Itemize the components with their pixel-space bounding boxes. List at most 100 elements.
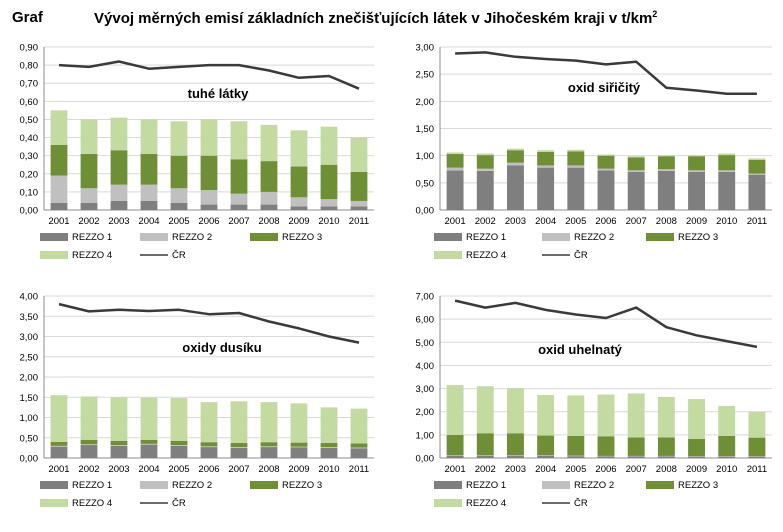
bar-segment: [627, 393, 645, 438]
bar-segment: [718, 171, 736, 210]
legend-swatch: [434, 499, 462, 507]
x-tick-label: 2002: [475, 464, 496, 475]
bar-segment: [230, 159, 248, 194]
bar-segment: [748, 174, 766, 210]
bar-segment: [320, 199, 338, 207]
legend-swatch: [542, 233, 570, 241]
y-tick-label: 3,00: [20, 332, 39, 343]
y-tick-label: 2,00: [416, 97, 435, 108]
bar-segment: [597, 168, 615, 171]
x-tick-label: 2007: [228, 464, 249, 475]
bar-segment: [290, 403, 308, 443]
bar-segment: [748, 160, 766, 174]
bar-segment: [476, 155, 494, 169]
bar-segment: [260, 442, 278, 447]
bar-segment: [140, 200, 158, 210]
x-tick-label: 2007: [626, 464, 647, 475]
x-tick-label: 2005: [565, 216, 586, 227]
bar-segment: [567, 436, 585, 456]
bar-segment: [567, 167, 585, 210]
x-tick-label: 2006: [595, 216, 616, 227]
chart-tuhe-latky: 0,00 0,10 0,20 0,30 0,40 0,50 0,60 0,70 0,80 0,90…: [20, 43, 374, 261]
bar-segment: [507, 388, 524, 434]
x-tick-label: 2005: [168, 216, 189, 227]
x-tick-label: 2007: [626, 216, 647, 227]
y-tick-label: 3,50: [20, 312, 39, 323]
x-tick-label: 2009: [686, 216, 707, 227]
bar-segment: [320, 443, 338, 448]
y-tick-label: 0,50: [20, 433, 39, 444]
x-tick-label: 2004: [535, 216, 556, 227]
bar-segment: [537, 435, 555, 456]
bar-segment: [350, 447, 368, 449]
series-line-cr: [455, 51, 757, 95]
bar-segment: [50, 395, 68, 442]
x-tick-label: 2005: [565, 464, 586, 475]
bar-segment: [446, 385, 464, 435]
bar-segment: [260, 402, 278, 443]
x-tick-label: 2003: [505, 464, 526, 475]
bar-segment: [476, 386, 494, 434]
y-tick-label: 0,00: [416, 206, 435, 217]
bar-segment: [140, 397, 158, 440]
bar-segment: [718, 456, 736, 458]
bar-segment: [597, 394, 615, 437]
x-tick-label: 2002: [78, 464, 99, 475]
bar-segment: [567, 165, 585, 168]
bar-segment: [50, 202, 68, 210]
bar-segment: [110, 397, 128, 441]
main-title: Vývoj měrných emisí základních znečišťuj…: [94, 9, 657, 27]
bar-segment: [170, 445, 188, 446]
y-tick-label: 1,00: [20, 413, 39, 424]
bar-segment: [260, 191, 278, 205]
x-tick-label: 2005: [168, 464, 189, 475]
legend-swatch: [40, 481, 68, 489]
bar-segment: [657, 170, 675, 210]
y-tick-label: 2,50: [416, 70, 435, 81]
legend-label: ČR: [574, 498, 588, 509]
bar-segment: [507, 165, 524, 210]
bar-segment: [446, 170, 464, 210]
y-tick-label: 0,00: [20, 454, 39, 465]
series-line-cr: [58, 302, 360, 344]
legend-swatch: [40, 233, 68, 241]
y-tick-label: 0,00: [416, 454, 435, 465]
bar-segment: [537, 455, 555, 458]
legend-swatch: [434, 233, 462, 241]
legend-swatch: [40, 499, 68, 507]
x-tick-label: 2008: [258, 216, 279, 227]
y-tick-label: 4,00: [20, 292, 39, 303]
bar-segment: [657, 155, 675, 157]
bar-segment: [230, 204, 248, 210]
y-tick-label: 0,40: [20, 133, 39, 144]
y-tick-label: 3,00: [416, 384, 435, 395]
bar-segment: [446, 434, 464, 456]
legend-label: REZZO 2: [574, 232, 614, 243]
bar-segment: [748, 456, 766, 458]
bar-segment: [290, 446, 308, 448]
bar-segment: [80, 153, 98, 189]
bar-segment: [50, 445, 68, 447]
legend-swatch: [434, 481, 462, 489]
x-tick-label: 2001: [445, 464, 466, 475]
x-tick-label: 2010: [318, 464, 339, 475]
chart-oxid-uhelnaty: 0,00 1,00 2,00 3,00 4,00 5,00 6,00 7,00 2001 2002…: [416, 292, 772, 509]
chart-oxidy-dusiku: 0,00 0,50 1,00 1,50 2,00 2,50 3,00 3,50 4,00 2001…: [20, 292, 374, 509]
x-tick-label: 2011: [747, 216, 767, 227]
chart-title: tuhé látky: [188, 86, 249, 101]
x-tick-label: 2006: [198, 464, 219, 475]
x-tick-label: 2003: [108, 464, 129, 475]
chart-title: oxidy dusíku: [182, 340, 262, 355]
bar-segment: [688, 156, 705, 171]
x-tick-label: 2003: [108, 216, 129, 227]
x-tick-label: 2007: [228, 216, 249, 227]
bar-segment: [688, 456, 705, 458]
bar-segment: [718, 170, 736, 172]
bar-segment: [688, 155, 705, 157]
series-line-cr: [58, 60, 360, 90]
bar-segment: [350, 408, 368, 444]
y-tick-label: 2,00: [20, 373, 39, 384]
x-tick-label: 2009: [288, 464, 309, 475]
bar-segment: [476, 455, 494, 458]
bar-segment: [140, 439, 158, 444]
